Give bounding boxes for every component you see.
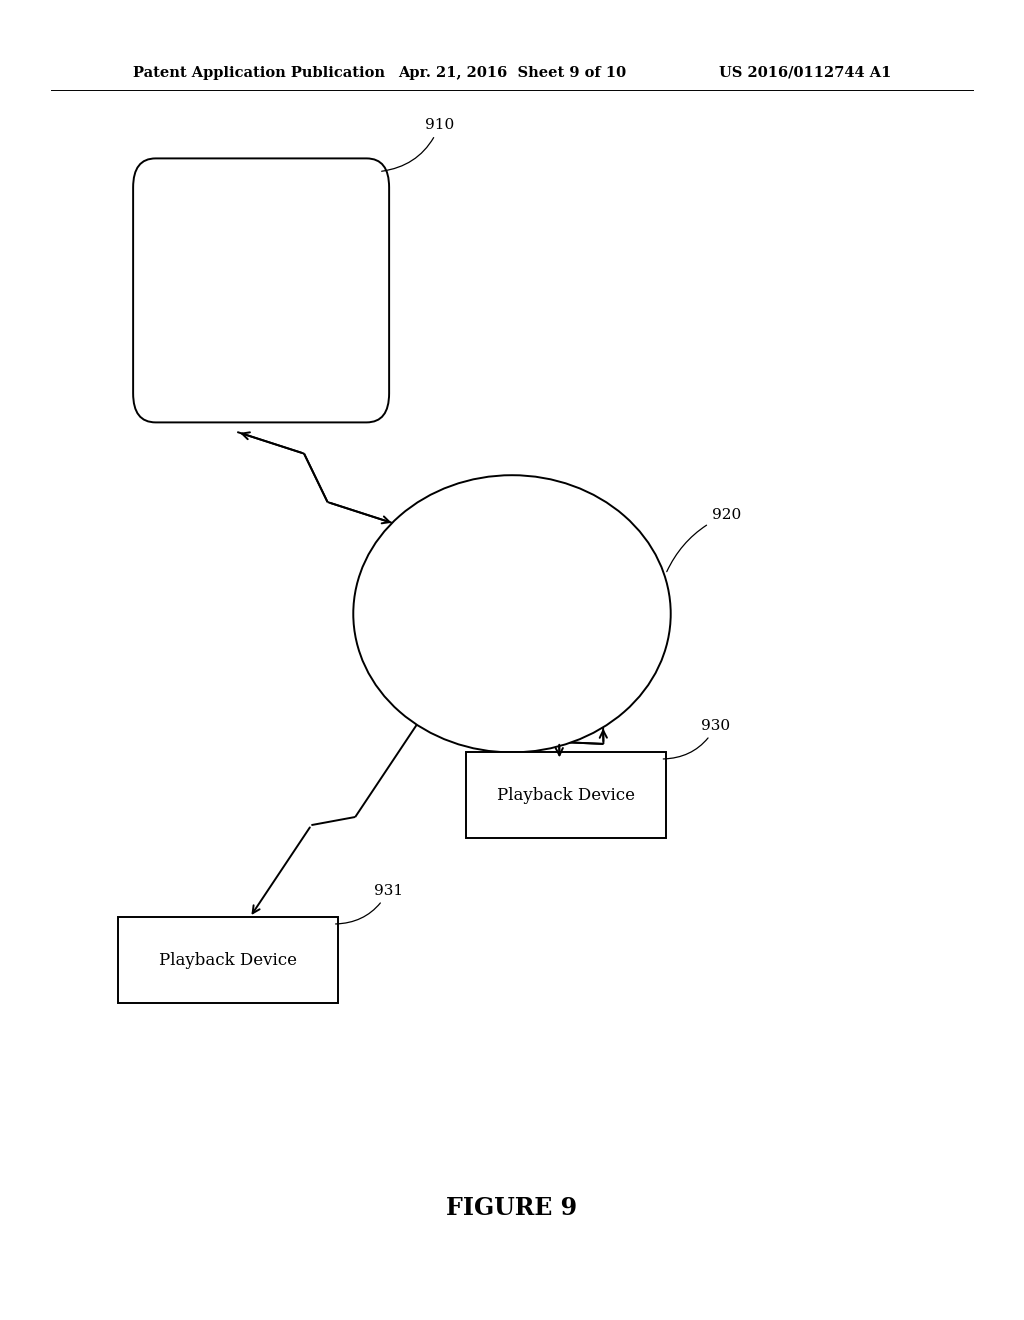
FancyBboxPatch shape <box>133 158 389 422</box>
Text: Playback Device: Playback Device <box>159 952 297 969</box>
Ellipse shape <box>353 475 671 752</box>
Text: 920: 920 <box>667 508 741 572</box>
FancyBboxPatch shape <box>466 752 666 838</box>
Text: 931: 931 <box>336 884 402 924</box>
Text: Playback Device: Playback Device <box>497 787 635 804</box>
Text: FIGURE 9: FIGURE 9 <box>446 1196 578 1220</box>
Text: 910: 910 <box>382 119 455 172</box>
Text: 930: 930 <box>664 719 730 759</box>
Text: Apr. 21, 2016  Sheet 9 of 10: Apr. 21, 2016 Sheet 9 of 10 <box>398 66 626 79</box>
Text: Patent Application Publication: Patent Application Publication <box>133 66 385 79</box>
FancyBboxPatch shape <box>118 917 338 1003</box>
Text: US 2016/0112744 A1: US 2016/0112744 A1 <box>719 66 891 79</box>
